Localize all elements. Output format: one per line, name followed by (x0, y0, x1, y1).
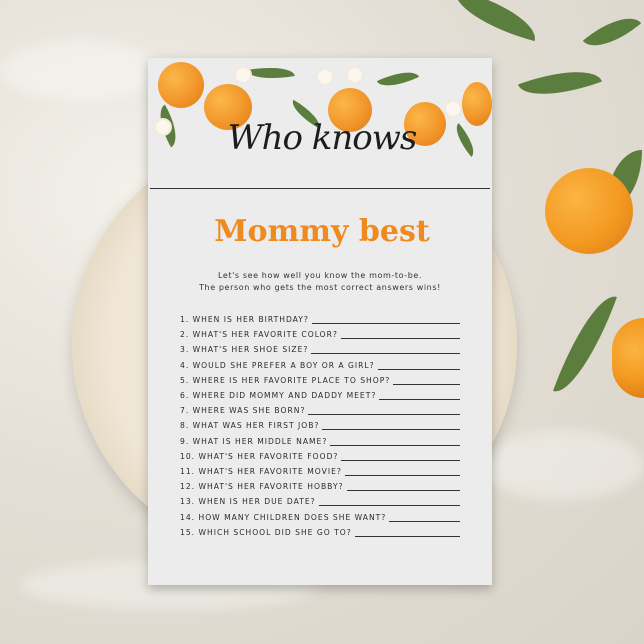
answer-line (341, 452, 460, 461)
orange-fruit (612, 318, 644, 398)
answer-line (330, 437, 460, 446)
question-text: 12. WHAT'S HER FAVORITE HOBBY? (180, 482, 344, 492)
title-swash (150, 188, 490, 189)
question-row: 15. WHICH SCHOOL DID SHE GO TO? (180, 526, 460, 537)
question-text: 10. WHAT'S HER FAVORITE FOOD? (180, 451, 339, 461)
question-row: 11. WHAT'S HER FAVORITE MOVIE? (180, 465, 460, 476)
question-text: 11. WHAT'S HER FAVORITE MOVIE? (180, 467, 342, 476)
orange-illustration (404, 102, 446, 146)
answer-line (308, 406, 460, 416)
leaf (247, 62, 295, 84)
answer-line (311, 315, 460, 324)
question-row: 12. WHAT'S HER FAVORITE HOBBY? (180, 480, 460, 492)
answer-line (344, 467, 460, 476)
question-text: 13. WHEN IS HER DUE DATE? (180, 497, 316, 507)
question-text: 8. WHAT WAS HER FIRST JOB? (180, 421, 320, 431)
orange-illustration (204, 84, 252, 130)
question-row: 6. WHERE DID MOMMY AND DADDY MEET? (180, 389, 460, 400)
question-text: 6. WHERE DID MOMMY AND DADDY MEET? (180, 391, 377, 400)
answer-line (389, 513, 460, 522)
question-text: 7. WHERE WAS SHE BORN? (180, 406, 306, 416)
answer-line (393, 376, 460, 385)
title-bold: Mommy best (214, 214, 430, 249)
question-text: 5. WHERE IS HER FAVORITE PLACE TO SHOP? (180, 375, 391, 385)
question-row: 13. WHEN IS HER DUE DATE? (180, 495, 460, 507)
answer-line (379, 391, 460, 400)
question-row: 3. WHAT'S HER SHOE SIZE? (180, 343, 460, 355)
answer-line (340, 330, 460, 340)
leaf (517, 57, 603, 109)
answer-line (346, 482, 460, 492)
answer-line (377, 361, 460, 370)
question-text: 2. WHAT'S HER FAVORITE COLOR? (180, 330, 338, 340)
linen-fold (480, 430, 644, 500)
answer-line (322, 421, 460, 431)
intro-line: Let's see how well you know the mom-to-b… (217, 271, 423, 280)
answer-line (354, 528, 460, 537)
question-row: 14. HOW MANY CHILDREN DOES SHE WANT? (180, 511, 460, 522)
question-text: 4. WOULD SHE PREFER A BOY OR A GIRL? (180, 360, 375, 370)
answer-line (311, 345, 460, 355)
question-row: 8. WHAT WAS HER FIRST JOB? (180, 419, 460, 431)
orange-fruit (545, 168, 633, 254)
question-row: 5. WHERE IS HER FAVORITE PLACE TO SHOP? (180, 374, 460, 385)
flower (156, 120, 170, 134)
question-row: 2. WHAT'S HER FAVORITE COLOR? (180, 328, 460, 340)
question-text: 3. WHAT'S HER SHOE SIZE? (180, 345, 309, 355)
answer-line (318, 497, 460, 507)
leaf (447, 0, 543, 42)
question-row: 1. WHEN IS HER BIRTHDAY? (180, 313, 460, 324)
orange-illustration (158, 62, 204, 108)
leaf (582, 4, 642, 60)
linen-fold (0, 40, 160, 100)
question-row: 7. WHERE WAS SHE BORN? (180, 404, 460, 416)
title-script: Who knows (227, 118, 418, 158)
flower (236, 68, 250, 82)
question-text: 14. HOW MANY CHILDREN DOES SHE WANT? (180, 512, 387, 522)
question-row: 4. WOULD SHE PREFER A BOY OR A GIRL? (180, 359, 460, 370)
question-row: 9. WHAT IS HER MIDDLE NAME? (180, 435, 460, 446)
question-text: 1. WHEN IS HER BIRTHDAY? (180, 315, 309, 324)
flower (318, 70, 332, 84)
intro-line: The person who gets the most correct ans… (199, 283, 441, 292)
question-text: 15. WHICH SCHOOL DID SHE GO TO? (180, 527, 352, 537)
leaf (376, 64, 420, 94)
question-row: 10. WHAT'S HER FAVORITE FOOD? (180, 450, 460, 461)
flower (446, 102, 460, 116)
leaf (553, 287, 617, 401)
flower (348, 68, 362, 82)
orange-illustration (462, 82, 492, 126)
intro-text: Let's see how well you know the mom-to-b… (150, 270, 490, 294)
question-text: 9. WHAT IS HER MIDDLE NAME? (180, 436, 328, 446)
game-card (148, 58, 492, 585)
orange-illustration (328, 88, 372, 132)
